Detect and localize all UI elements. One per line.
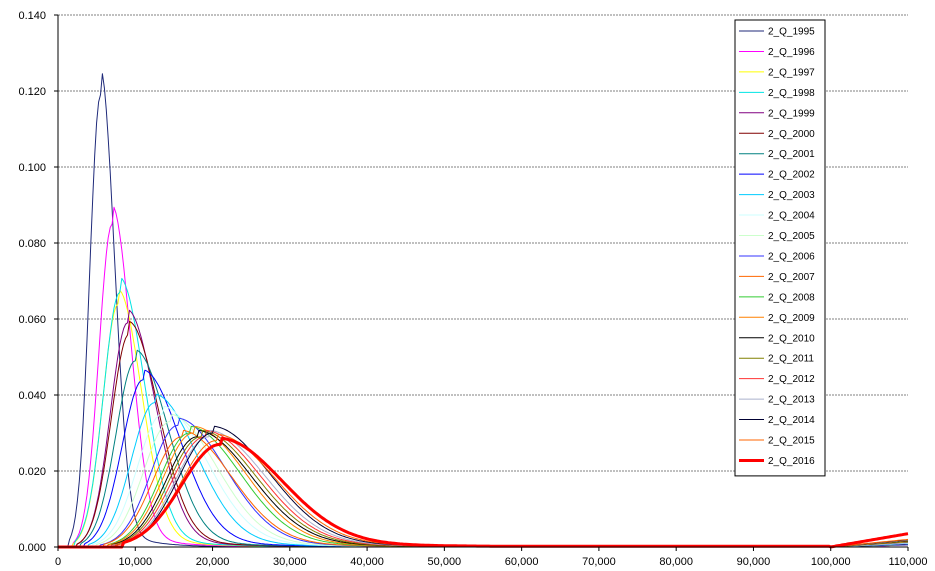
legend-label: 2_Q_2005 (768, 231, 815, 242)
axes (54, 14, 909, 551)
y-tick-label: 0.140 (18, 10, 46, 22)
y-tick-labels: 0.000 0.020 0.040 0.060 0.080 0.100 0.120 0.140 (18, 10, 46, 554)
x-tick-label: 50,000 (428, 556, 462, 568)
y-tick-label: 0.080 (18, 238, 46, 250)
legend-box (734, 19, 826, 477)
x-tick-label: 10,000 (118, 556, 152, 568)
legend-label: 2_Q_1997 (768, 67, 815, 78)
x-tick-label: 40,000 (350, 556, 384, 568)
legend-label: 2_Q_2011 (768, 354, 814, 365)
x-tick-label: 0 (55, 556, 61, 568)
x-tick-label: 70,000 (582, 556, 616, 568)
y-tick-label: 0.120 (18, 86, 46, 98)
y-tick-label: 0.060 (18, 314, 46, 326)
legend-label: 2_Q_2007 (768, 272, 815, 283)
series-line-2-q-2016 (58, 436, 909, 549)
legend-label: 2_Q_2013 (768, 395, 815, 406)
x-tick-label: 110,000 (889, 556, 928, 568)
legend: 2_Q_1995 2_Q_1996 2_Q_1997 2_Q_1998 2_Q_1999… (734, 19, 826, 477)
x-tick-label: 30,000 (273, 556, 307, 568)
legend-label: 2_Q_2004 (768, 211, 815, 222)
x-tick-label: 90,000 (737, 556, 771, 568)
legend-label: 2_Q_1995 (768, 27, 815, 38)
x-tick-label: 60,000 (505, 556, 539, 568)
x-tick-label: 80,000 (659, 556, 693, 568)
legend-label: 2_Q_2003 (768, 190, 815, 201)
legend-label: 2_Q_2015 (768, 436, 815, 447)
legend-label: 2_Q_2000 (768, 129, 815, 140)
legend-label: 2_Q_1998 (768, 88, 815, 99)
legend-label: 2_Q_2001 (768, 149, 815, 160)
legend-label: 2_Q_2008 (768, 292, 815, 303)
x-tick-label: 20,000 (196, 556, 230, 568)
legend-label: 2_Q_2012 (768, 374, 815, 385)
y-tick-label: 0.000 (18, 542, 46, 554)
legend-label: 2_Q_1999 (768, 108, 815, 119)
y-tick-label: 0.040 (18, 390, 46, 402)
legend-label: 2_Q_1996 (768, 47, 815, 58)
legend-label: 2_Q_2016 (768, 456, 815, 467)
x-tick-labels: 0 10,000 20,000 30,000 40,000 50,000 60,000 70,… (55, 556, 928, 568)
legend-label: 2_Q_2009 (768, 313, 815, 324)
legend-label: 2_Q_2006 (768, 251, 815, 262)
x-tick-label: 100,000 (811, 556, 851, 568)
legend-label: 2_Q_2002 (768, 170, 815, 181)
legend-label: 2_Q_2010 (768, 333, 815, 344)
y-tick-label: 0.020 (18, 466, 46, 478)
y-tick-label: 0.100 (18, 162, 46, 174)
legend-label: 2_Q_2014 (768, 415, 815, 426)
